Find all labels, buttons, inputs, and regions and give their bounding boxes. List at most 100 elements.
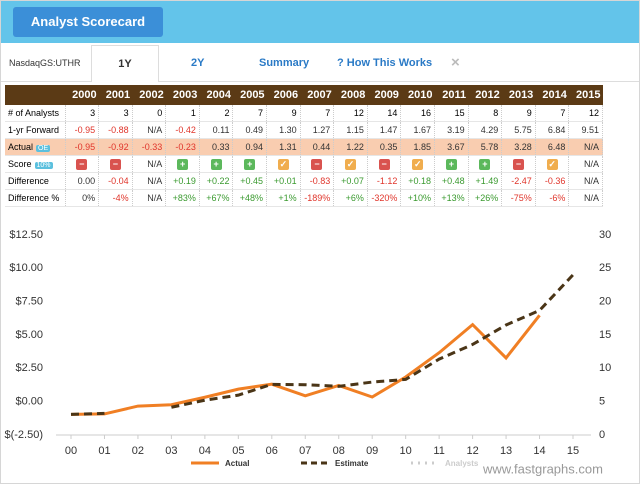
year: 2006 — [266, 85, 301, 105]
cell: 6.84 — [535, 121, 570, 139]
header-row: 2000 2001 2002 2003 2004 2005 2006 2007 2008 2009… — [5, 85, 603, 105]
cell: -0.83 — [300, 172, 335, 190]
score-icon: − — [109, 158, 121, 170]
badge: 10% — [34, 162, 53, 169]
x-tick-label: 14 — [533, 445, 545, 457]
row: Score 10% − − N/A + + + ✓ − ✓ − ✓ + + − ✓ N/A — [5, 155, 603, 173]
score-cell: ✓ — [266, 155, 301, 173]
x-tick-label: 05 — [232, 445, 244, 457]
cell: -4% — [98, 189, 133, 207]
cell: N/A — [132, 172, 167, 190]
legend-label: Actual — [225, 459, 249, 468]
cell: +1% — [266, 189, 301, 207]
scorecard-button[interactable]: Analyst Scorecard — [13, 7, 163, 37]
x-tick-label: 04 — [199, 445, 211, 457]
x-tick-label: 12 — [466, 445, 478, 457]
y2-tick-label: 0 — [599, 429, 605, 441]
cell: 7 — [535, 105, 570, 122]
cell: 0.35 — [367, 138, 402, 156]
tab[interactable]: 2Y — [191, 57, 205, 69]
y-tick-label: $(-2.50) — [4, 429, 43, 441]
cell: -0.23 — [165, 138, 200, 156]
cell: +13% — [434, 189, 469, 207]
close-button[interactable]: × — [451, 54, 460, 71]
score-cell: − — [98, 155, 133, 173]
x-tick-label: 00 — [65, 445, 77, 457]
cell: 0% — [65, 189, 100, 207]
tab[interactable]: 1Y — [91, 45, 159, 82]
cell: 1 — [165, 105, 200, 122]
cell: +0.48 — [434, 172, 469, 190]
year: 2012 — [468, 85, 502, 105]
cell: -0.95 — [65, 121, 100, 139]
cell: 0 — [132, 105, 167, 122]
cell: 6.48 — [535, 138, 570, 156]
cell: +0.22 — [199, 172, 234, 190]
cell: 8 — [468, 105, 503, 122]
year: 2014 — [535, 85, 569, 105]
cell: +26% — [468, 189, 503, 207]
row-label: # of Analysts — [5, 105, 66, 122]
cell: -0.33 — [132, 138, 167, 156]
year: 2011 — [434, 85, 469, 105]
row: # of Analysts 3 3 0 1 2 7 9 7 12 14 16 15 8 9 7 12 — [5, 105, 603, 122]
cell: 2 — [199, 105, 234, 122]
series-line — [70, 273, 575, 416]
row-label: Actual OE — [5, 138, 66, 156]
cell: -0.92 — [98, 138, 133, 156]
y-tick-label: $2.50 — [15, 362, 43, 374]
cell: 15 — [434, 105, 469, 122]
score-icon: + — [244, 158, 256, 170]
year: 2003 — [165, 85, 200, 105]
cell: +67% — [199, 189, 234, 207]
score-icon: − — [311, 158, 323, 170]
x-tick-label: 01 — [98, 445, 110, 457]
x-tick-label: 02 — [132, 445, 144, 457]
legend-label: Estimate — [335, 459, 369, 468]
row-label: Score 10% — [5, 155, 66, 173]
cell: -75% — [501, 189, 536, 207]
cell: 1.30 — [266, 121, 301, 139]
cell: 7 — [232, 105, 268, 122]
score-cell: ✓ — [333, 155, 368, 173]
tab[interactable]: ? How This Works — [337, 57, 433, 69]
year: 2008 — [333, 85, 368, 105]
y-tick-label: $7.50 — [15, 296, 43, 308]
cell: 1.27 — [300, 121, 335, 139]
cell: 4.29 — [468, 121, 503, 139]
cell: 1.85 — [400, 138, 436, 156]
tab[interactable]: Summary — [259, 57, 310, 69]
cell: 3 — [98, 105, 133, 122]
score-icon: + — [479, 158, 491, 170]
cell: 1.22 — [333, 138, 368, 156]
score-cell: ✓ — [400, 155, 436, 173]
year: 2002 — [132, 85, 166, 105]
cell: -0.88 — [98, 121, 133, 139]
y-tick-label: $10.00 — [9, 262, 43, 274]
cell: N/A — [132, 155, 167, 173]
score-icon: − — [513, 158, 525, 170]
x-tick-label: 09 — [366, 445, 378, 457]
cell: -0.95 — [65, 138, 100, 156]
x-tick-label: 10 — [400, 445, 412, 457]
year: 2004 — [199, 85, 233, 105]
year: 2009 — [367, 85, 401, 105]
cell: -320% — [367, 189, 402, 207]
cell: +0.45 — [232, 172, 268, 190]
cell: N/A — [132, 189, 167, 207]
x-tick-label: 07 — [299, 445, 311, 457]
x-tick-label: 08 — [333, 445, 345, 457]
legend-label: Analysts — [445, 459, 479, 468]
cell: -0.04 — [98, 172, 133, 190]
score-cell: + — [434, 155, 469, 173]
row: Actual OE -0.95 -0.92 -0.33 -0.23 0.33 0.94 1.31… — [5, 138, 603, 156]
cell: 0.00 — [65, 172, 100, 190]
cell: -6% — [535, 189, 570, 207]
score-icon: ✓ — [277, 158, 289, 170]
y-tick-label: $12.50 — [9, 229, 43, 241]
score-icon: + — [445, 158, 457, 170]
cell: +6% — [333, 189, 368, 207]
score-icon: + — [177, 158, 189, 170]
cell: 1.47 — [367, 121, 402, 139]
score-cell: + — [199, 155, 234, 173]
